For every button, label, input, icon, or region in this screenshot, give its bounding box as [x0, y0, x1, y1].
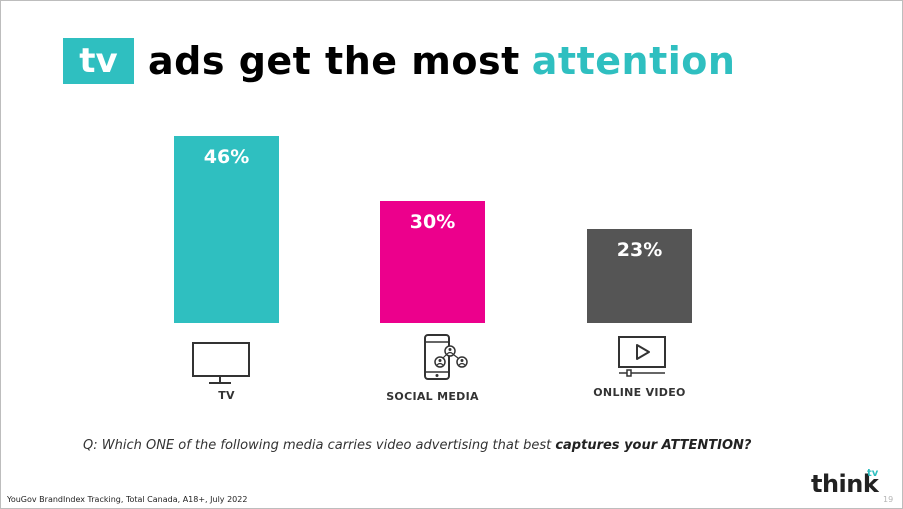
question-text: Q: Which ONE of the following media carr… — [83, 438, 556, 453]
source-footnote: YouGov BrandIndex Tracking, Total Canada… — [7, 495, 248, 504]
bar-value-label: 46% — [203, 146, 250, 168]
category-label: TV — [218, 389, 235, 402]
bar-social-media: 30% — [380, 201, 485, 323]
title-badge: tv — [63, 38, 134, 84]
bar-tv: 46% — [174, 136, 279, 323]
video-player-icon — [618, 336, 666, 377]
page-number: 19 — [883, 495, 894, 504]
bar-value-label: 30% — [409, 211, 456, 233]
survey-question: Q: Which ONE of the following media carr… — [83, 438, 751, 453]
smartphone-social-icon — [424, 334, 468, 380]
title-main-text: ads get the most — [148, 39, 520, 83]
bar-online-video: 23% — [587, 229, 692, 323]
category-label: SOCIAL MEDIA — [386, 390, 479, 403]
logo-word: think — [811, 470, 879, 498]
tv-icon — [192, 342, 250, 384]
category-label: ONLINE VIDEO — [593, 386, 686, 399]
thinktv-logo: think tv — [811, 468, 881, 500]
question-emphasis: captures your ATTENTION? — [555, 438, 752, 453]
bar-value-label: 23% — [616, 239, 663, 261]
slide-title: tv ads get the most attention — [63, 36, 735, 86]
logo-superscript: tv — [867, 468, 879, 479]
title-accent-text: attention — [531, 39, 736, 83]
